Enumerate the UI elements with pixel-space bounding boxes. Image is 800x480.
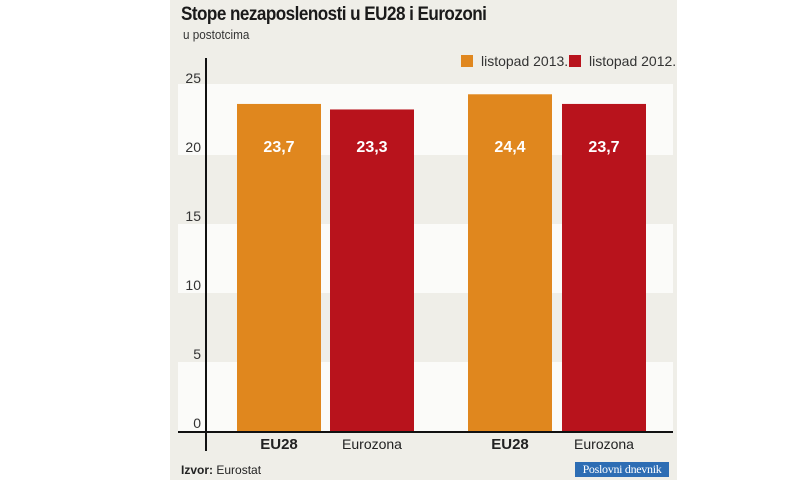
legend-item-2013: listopad 2013. [461, 53, 568, 69]
bar [468, 94, 552, 431]
data-label: 23,7 [588, 139, 619, 156]
y-tick-label: 0 [193, 415, 201, 431]
legend-label: listopad 2012. [589, 53, 677, 69]
x-tick-label: EU28 [260, 436, 298, 453]
legend-swatch-2012 [569, 55, 581, 67]
source-label: Izvor: [181, 463, 214, 477]
data-label: 23,7 [263, 139, 294, 156]
y-tick-label: 25 [185, 70, 201, 86]
legend-item-2012: listopad 2012. [569, 53, 676, 69]
legend-swatch-2013 [461, 55, 473, 67]
x-tick-label: Eurozona [342, 436, 402, 452]
x-tick-label: EU28 [491, 436, 529, 453]
x-tick-label: Eurozona [574, 436, 634, 452]
bar [237, 103, 321, 431]
y-tick-label: 20 [185, 139, 201, 155]
bar [562, 103, 646, 431]
chart-title: Stope nezaposlenosti u EU28 i Eurozoni [181, 4, 487, 25]
bar [330, 109, 414, 432]
y-tick-label: 10 [185, 277, 201, 293]
y-tick-label: 5 [193, 346, 201, 362]
chart-subtitle: u postotcima [183, 27, 250, 42]
data-label: 23,3 [356, 139, 387, 156]
source-value: Eurostat [216, 463, 262, 477]
source-note: Izvor: Eurostat [181, 463, 261, 477]
legend-label: listopad 2013. [481, 53, 569, 69]
data-label: 24,4 [494, 139, 525, 156]
y-tick-label: 15 [185, 208, 201, 224]
publisher-logo: Poslovni dnevnik [575, 462, 669, 477]
